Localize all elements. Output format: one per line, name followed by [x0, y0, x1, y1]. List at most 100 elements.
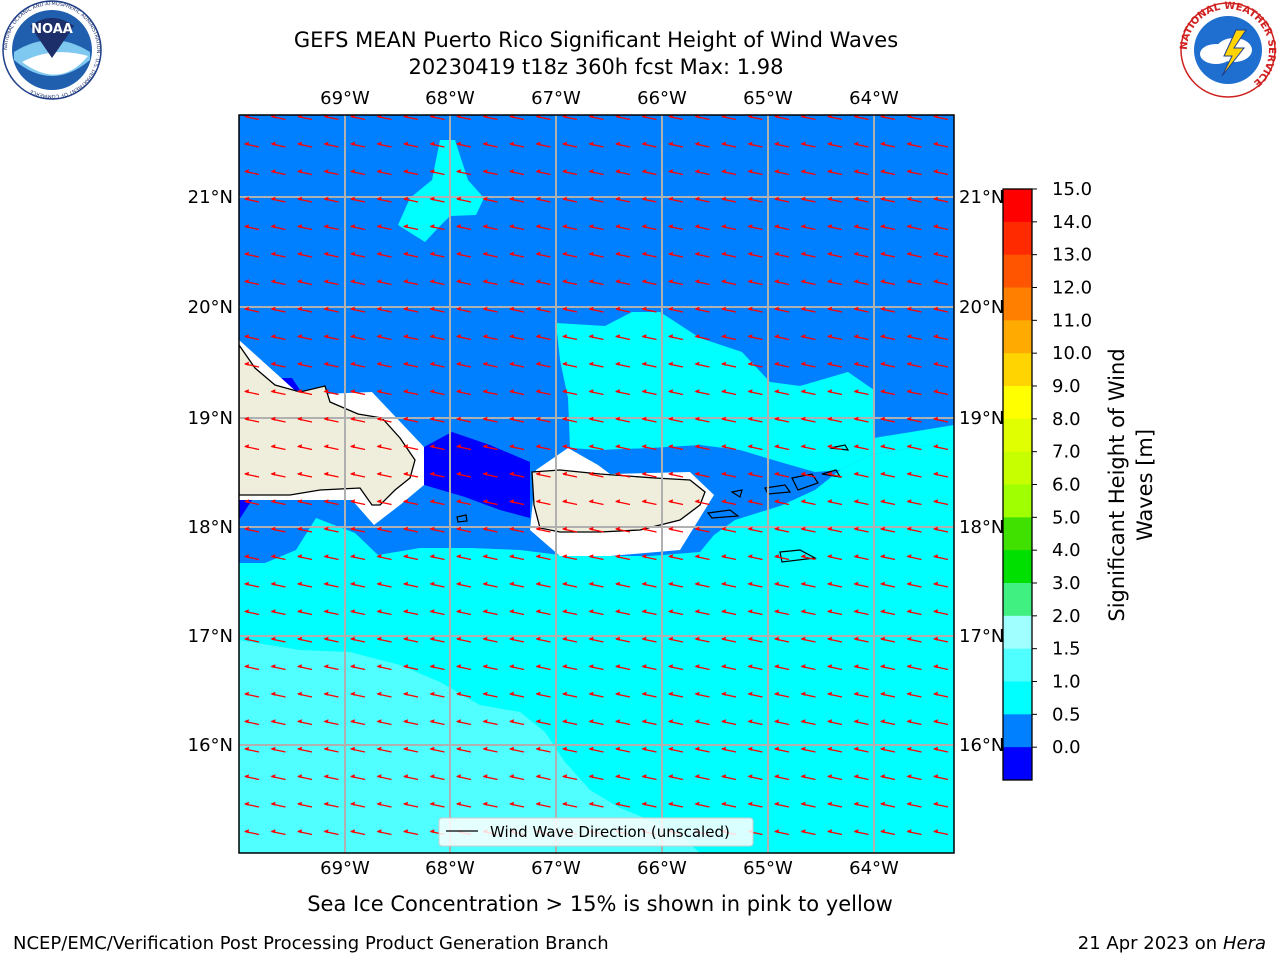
- wave-arrow-211: [827, 306, 843, 313]
- wave-arrow-656: [456, 774, 472, 781]
- wave-arrow-99: [721, 196, 737, 203]
- wave-arrow-511: [906, 609, 922, 616]
- wave-arrow-24: [880, 115, 896, 121]
- wave-arrow-374: [853, 471, 869, 478]
- wave-arrow-632: [535, 746, 551, 753]
- wave-arrow-634: [588, 746, 604, 753]
- wave-arrow-431: [933, 526, 949, 533]
- wave-arrow-687: [562, 801, 578, 808]
- footer-credit: NCEP/EMC/Verification Post Processing Pr…: [13, 933, 609, 954]
- noaa-text: NOAA: [31, 22, 73, 37]
- wave-arrow-288: [721, 389, 737, 396]
- wave-arrow-35: [456, 141, 472, 148]
- colorbar-tick-16: 0.5: [1052, 704, 1081, 725]
- wave-arrow-153: [721, 251, 737, 258]
- wave-arrow-642: [800, 746, 816, 753]
- wave-arrow-512: [933, 609, 949, 616]
- wave-arrow-117: [482, 224, 498, 231]
- wave-arrow-222: [403, 334, 419, 341]
- wave-arrow-688: [588, 801, 604, 808]
- wave-arrow-597: [323, 719, 339, 726]
- wave-arrow-510: [880, 609, 896, 616]
- wave-arrow-644: [853, 746, 869, 753]
- wave-arrow-558: [721, 664, 737, 671]
- wave-arrow-196: [429, 306, 445, 313]
- wave-arrow-308: [535, 416, 551, 423]
- wave-arrow-307: [509, 416, 525, 423]
- wave-arrow-601: [429, 719, 445, 726]
- wave-arrow-57: [323, 169, 339, 176]
- wave-arrow-672: [880, 774, 896, 781]
- wave-arrow-677: [297, 801, 313, 808]
- wave-arrow-249: [403, 361, 419, 368]
- wave-arrow-657: [482, 774, 498, 781]
- wave-arrow-79: [906, 169, 922, 176]
- wave-arrow-701: [933, 801, 949, 808]
- wave-arrow-33: [403, 141, 419, 148]
- wave-arrow-611: [694, 719, 710, 726]
- wave-arrow-210: [800, 306, 816, 313]
- wave-arrow-706: [350, 829, 366, 836]
- wave-arrow-314: [694, 416, 710, 423]
- wave-arrow-680: [376, 801, 392, 808]
- wave-arrow-97: [668, 196, 684, 203]
- wave-arrow-243: [244, 361, 260, 368]
- wave-arrow-124: [668, 224, 684, 231]
- wave-arrow-186: [880, 279, 896, 286]
- wave-arrow-468: [482, 581, 498, 588]
- wave-arrow-125: [694, 224, 710, 231]
- wave-arrow-21: [800, 115, 816, 121]
- wave-arrow-507: [800, 609, 816, 616]
- wave-arrow-421: [668, 526, 684, 533]
- wave-arrow-354: [323, 471, 339, 478]
- wave-arrow-408: [323, 526, 339, 533]
- wave-arrow-648: [244, 774, 260, 781]
- lon-label-top-1: 68°W: [425, 88, 475, 109]
- wave-arrow-692: [694, 801, 710, 808]
- wave-arrow-454: [827, 554, 843, 561]
- wave-arrow-465: [403, 581, 419, 588]
- wave-arrow-281: [535, 389, 551, 396]
- wave-arrow-221: [376, 334, 392, 341]
- wave-arrow-647: [933, 746, 949, 753]
- wave-arrow-566: [933, 664, 949, 671]
- colorbar-bin-5: [1003, 353, 1032, 387]
- wave-arrow-132: [880, 224, 896, 231]
- wave-arrow-256: [588, 361, 604, 368]
- wave-arrow-177: [641, 279, 657, 286]
- wave-arrow-562: [827, 664, 843, 671]
- wave-arrow-506: [774, 609, 790, 616]
- wave-arrow-514: [270, 636, 286, 643]
- wave-arrow-106: [906, 196, 922, 203]
- wave-arrow-180: [721, 279, 737, 286]
- wave-arrow-246: [323, 361, 339, 368]
- wave-arrow-45: [721, 141, 737, 148]
- wave-arrow-287: [694, 389, 710, 396]
- page-title: GEFS MEAN Puerto Rico Significant Height…: [293, 28, 899, 52]
- wave-arrow-303: [403, 416, 419, 423]
- wave-arrow-298: [270, 416, 286, 423]
- wave-arrow-296: [933, 389, 949, 396]
- wave-arrow-37: [509, 141, 525, 148]
- wave-arrow-348: [880, 444, 896, 451]
- wave-arrow-528: [641, 636, 657, 643]
- wave-arrow-262: [747, 361, 763, 368]
- wave-arrow-255: [562, 361, 578, 368]
- wave-arrow-140: [376, 251, 392, 258]
- wave-arrow-573: [403, 691, 419, 698]
- lat-label-right-5: 16°N: [959, 735, 1004, 756]
- wave-arrow-436: [350, 554, 366, 561]
- wave-arrow-23: [853, 115, 869, 121]
- wave-arrow-322: [906, 416, 922, 423]
- footer-date: 21 Apr 2023 on Hera: [1077, 933, 1266, 954]
- wave-arrow-365: [615, 471, 631, 478]
- svg-text:Significant Height of Wind: Significant Height of Wind: [1105, 348, 1129, 621]
- wave-arrow-439: [429, 554, 445, 561]
- wave-arrow-190: [270, 306, 286, 313]
- wave-arrow-488: [297, 609, 313, 616]
- wave-arrow-458: [933, 554, 949, 561]
- wave-arrow-640: [747, 746, 763, 753]
- wave-arrow-237: [800, 334, 816, 341]
- wave-arrow-704: [297, 829, 313, 836]
- wave-arrow-617: [853, 719, 869, 726]
